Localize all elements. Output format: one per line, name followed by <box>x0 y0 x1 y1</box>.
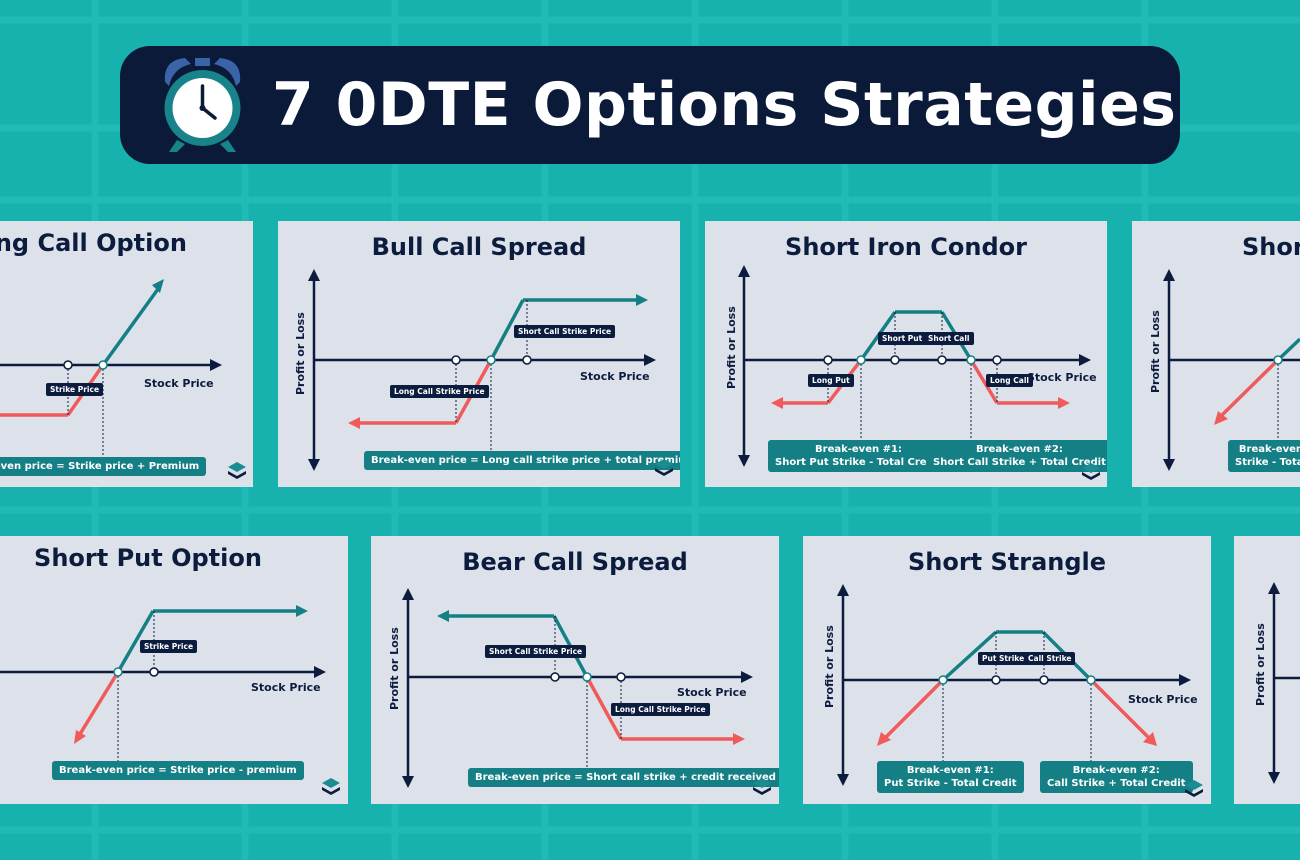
payoff-diagram <box>0 605 326 762</box>
break-even-formula: Break-even price = Strike price + Premiu… <box>0 457 207 476</box>
put-strike-tag: Put Strike <box>978 652 1029 665</box>
short-call-tag: Short Call <box>924 332 974 345</box>
formula-line: Short Call Strike + Total Credit <box>933 457 1106 468</box>
formula-line: Short Put Strike - Total Credit <box>775 457 942 468</box>
card-title: Long Call Option <box>0 229 187 257</box>
formula-line: Break-even #1: <box>906 765 994 776</box>
formula-line: Strike - Total <box>1235 457 1300 468</box>
break-even-formula-2: Break-even #2: Short Call Strike + Total… <box>926 440 1107 472</box>
card-short-strangle: Short Strangle Profit or Loss Stock Pric… <box>803 536 1211 804</box>
card-short-iron-condor: Short Iron Condor Profit or Loss Stock P… <box>705 221 1107 487</box>
x-axis-label: Stock Price <box>144 377 214 390</box>
card-bear-call-spread: Bear Call Spread Profit or Loss Stock Pr… <box>371 536 779 804</box>
y-axis-label: Profit or Loss <box>1254 623 1267 706</box>
break-even-formula: Break-even Strike - Total <box>1228 440 1300 472</box>
strike-price-tag: Strike Price <box>46 383 104 396</box>
logo-icon <box>228 462 246 479</box>
logo-icon <box>1185 780 1203 797</box>
break-even-formula: Break-even price = Short call strike + c… <box>468 768 779 787</box>
x-axis-label: Stock Price <box>251 681 321 694</box>
payoff-diagram <box>1163 269 1300 471</box>
formula-line: Put Strike - Total Credit <box>884 778 1017 789</box>
break-even-formula: Break-even price = Long call strike pric… <box>364 451 680 470</box>
logo-icon <box>753 778 771 795</box>
y-axis-label: Profit or Loss <box>725 306 738 389</box>
break-even-formula-1: Break-even #1: Put Strike - Total Credit <box>877 761 1024 793</box>
formula-line: Break-even #2: <box>975 444 1063 455</box>
break-even-formula-2: Break-even #2: Call Strike + Total Credi… <box>1040 761 1193 793</box>
page-title: 7 0DTE Options Strategies <box>272 70 1177 140</box>
formula-line: Call Strike + Total Credit <box>1047 778 1186 789</box>
payoff-diagram <box>308 269 656 471</box>
logo-icon <box>322 778 340 795</box>
card-long-call: Long Call Option Stock Price Strike Pric… <box>0 221 253 487</box>
payoff-diagram <box>402 588 753 788</box>
logo-icon <box>655 459 673 476</box>
alarm-clock-icon <box>164 58 241 152</box>
payoff-diagram <box>837 584 1191 786</box>
y-axis-label: Profit or Loss <box>388 627 401 710</box>
card-last-partial: Profit or Loss <box>1234 536 1300 804</box>
card-bull-call-spread: Bull Call Spread Profit or Loss Stock Pr… <box>278 221 680 487</box>
formula-line: Break-even <box>1238 444 1300 455</box>
y-axis-label: Profit or Loss <box>1149 310 1162 393</box>
card-title: Short <box>1242 233 1300 261</box>
x-axis-label: Stock Price <box>580 370 650 383</box>
card-title: Bull Call Spread <box>371 233 587 261</box>
title-bar <box>120 46 1180 164</box>
x-axis-label: Stock Price <box>1027 371 1097 384</box>
formula-line: Break-even #2: <box>1072 765 1160 776</box>
card-title: Bear Call Spread <box>462 548 688 576</box>
long-put-tag: Long Put <box>808 374 854 387</box>
long-call-strike-tag: Long Call Strike Price <box>611 703 710 716</box>
break-even-formula: Break-even price = Strike price - premiu… <box>52 761 304 780</box>
strike-price-tag: Strike Price <box>140 640 198 653</box>
payoff-diagram <box>1268 582 1300 784</box>
x-axis-label: Stock Price <box>677 686 747 699</box>
x-axis-label: Stock Price <box>1128 693 1198 706</box>
short-put-tag: Short Put <box>878 332 927 345</box>
short-call-strike-tag: Short Call Strike Price <box>485 645 587 658</box>
long-call-strike-tag: Long Call Strike Price <box>390 385 489 398</box>
long-call-tag: Long Call <box>986 374 1033 387</box>
y-axis-label: Profit or Loss <box>823 625 836 708</box>
card-short-partial: Short Profit or Loss Break-even Strike -… <box>1132 221 1300 487</box>
break-even-formula-1: Break-even #1: Short Put Strike - Total … <box>768 440 949 472</box>
logo-icon <box>1082 463 1100 480</box>
card-short-put: Short Put Option Stock Price Strike Pric… <box>0 536 348 804</box>
y-axis-label: Profit or Loss <box>294 312 307 395</box>
short-call-strike-tag: Short Call Strike Price <box>514 325 616 338</box>
card-title: Short Iron Condor <box>785 233 1027 261</box>
payoff-diagram <box>0 279 222 457</box>
card-title: Short Put Option <box>34 544 262 572</box>
call-strike-tag: Call Strike <box>1024 652 1076 665</box>
formula-line: Break-even #1: <box>815 444 902 455</box>
card-title: Short Strangle <box>907 548 1107 576</box>
